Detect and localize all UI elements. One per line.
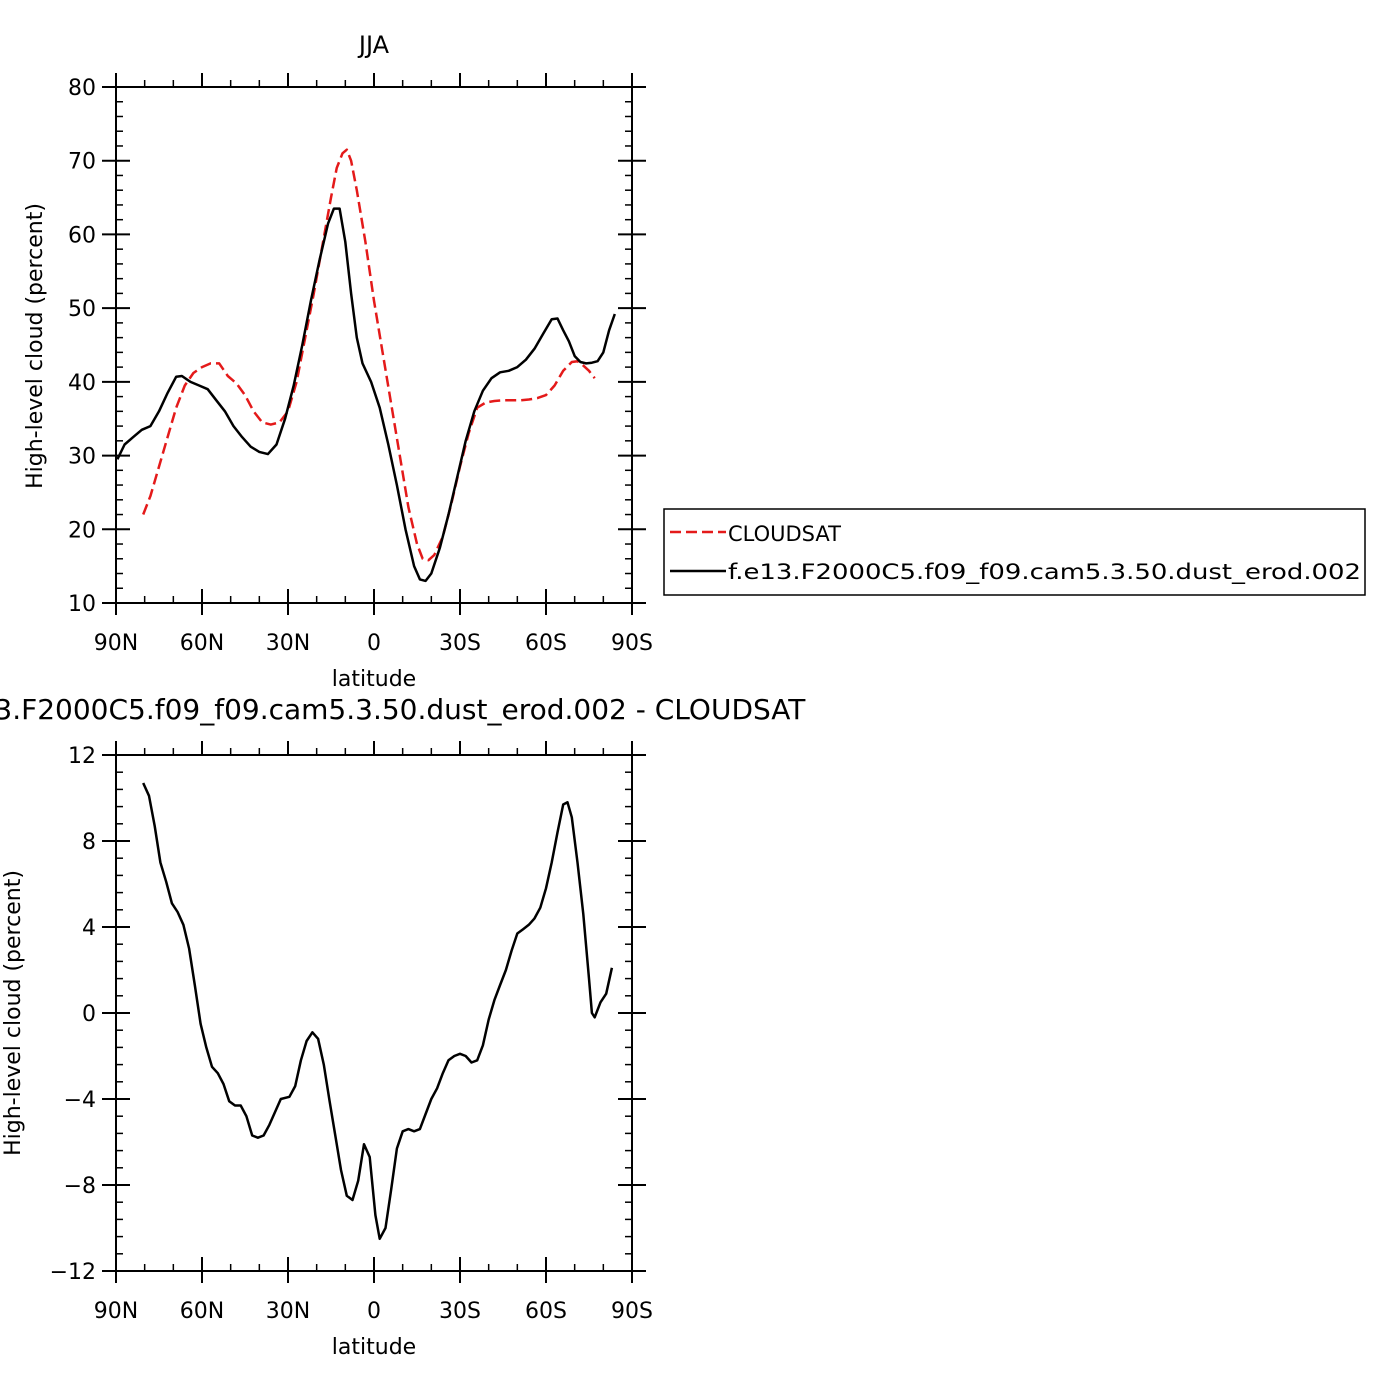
bottom-series-lines — [142, 782, 614, 1241]
top-x-axis-label: latitude — [332, 667, 416, 692]
bottom-plot-frame — [115, 754, 633, 1272]
bottom-axis-ticks: 90N 60N 30N 0 30S 60S 90S −12 −8 −4 0 4 8 12 — [50, 741, 653, 1324]
top-panel: JJA High-level cloud (percent) latitude … — [23, 31, 653, 692]
bottom-x-tick-label: 0 — [367, 1299, 381, 1324]
top-x-tick-label: 90S — [611, 631, 653, 656]
top-axis-ticks: 90N 60N 30N 0 30S 60S 90S 10 20 30 40 50 60 70 80 — [68, 73, 653, 656]
top-y-tick-label: 50 — [68, 297, 96, 322]
top-x-tick-label: 90N — [94, 631, 138, 656]
top-series-lines — [116, 148, 616, 583]
top-x-tick-label: 60S — [525, 631, 567, 656]
top-y-tick-label: 40 — [68, 371, 96, 396]
legend: CLOUDSAT f.e13.F2000C5.f09_f09.cam5.3.50… — [663, 508, 1366, 596]
top-x-tick-label: 30S — [439, 631, 481, 656]
top-x-tick-label: 60N — [180, 631, 224, 656]
bottom-series-line-0 — [142, 782, 614, 1241]
top-y-tick-label: 30 — [68, 445, 96, 470]
top-y-tick-label: 10 — [68, 592, 96, 617]
bottom-x-tick-label: 90S — [611, 1299, 653, 1324]
bottom-x-tick-label: 90N — [94, 1299, 138, 1324]
bottom-y-tick-label: −12 — [50, 1260, 96, 1285]
top-y-tick-label: 70 — [68, 150, 96, 175]
legend-box — [663, 508, 1366, 596]
top-y-tick-label: 60 — [68, 223, 96, 248]
bottom-panel: f.e13.F2000C5.f09_f09.cam5.3.50.dust_ero… — [0, 693, 806, 1360]
bottom-chart-title: f.e13.F2000C5.f09_f09.cam5.3.50.dust_ero… — [0, 693, 806, 726]
bottom-y-tick-label: 12 — [68, 744, 96, 769]
legend-label-model: f.e13.F2000C5.f09_f09.cam5.3.50.dust_ero… — [728, 560, 1361, 585]
top-series-line-0 — [142, 148, 596, 562]
top-x-tick-label: 0 — [367, 631, 381, 656]
bottom-x-tick-label: 30S — [439, 1299, 481, 1324]
bottom-x-tick-label: 60N — [180, 1299, 224, 1324]
top-series-line-1 — [116, 207, 616, 583]
legend-label-cloudsat: CLOUDSAT — [728, 522, 841, 546]
bottom-y-tick-label: −8 — [64, 1174, 96, 1199]
bottom-y-tick-label: 0 — [82, 1002, 96, 1027]
bottom-x-tick-label: 60S — [525, 1299, 567, 1324]
top-chart-title: JJA — [357, 31, 390, 59]
top-x-tick-label: 30N — [266, 631, 310, 656]
bottom-y-axis-label: High-level cloud (percent) — [1, 870, 26, 1156]
top-y-tick-label: 80 — [68, 76, 96, 101]
bottom-x-axis-label: latitude — [332, 1335, 416, 1360]
bottom-y-tick-label: 8 — [82, 830, 96, 855]
bottom-y-tick-label: −4 — [64, 1088, 96, 1113]
top-y-axis-label: High-level cloud (percent) — [23, 203, 48, 489]
top-y-tick-label: 20 — [68, 518, 96, 543]
bottom-x-tick-label: 30N — [266, 1299, 310, 1324]
bottom-y-tick-label: 4 — [82, 916, 96, 941]
top-plot-frame — [115, 86, 633, 604]
